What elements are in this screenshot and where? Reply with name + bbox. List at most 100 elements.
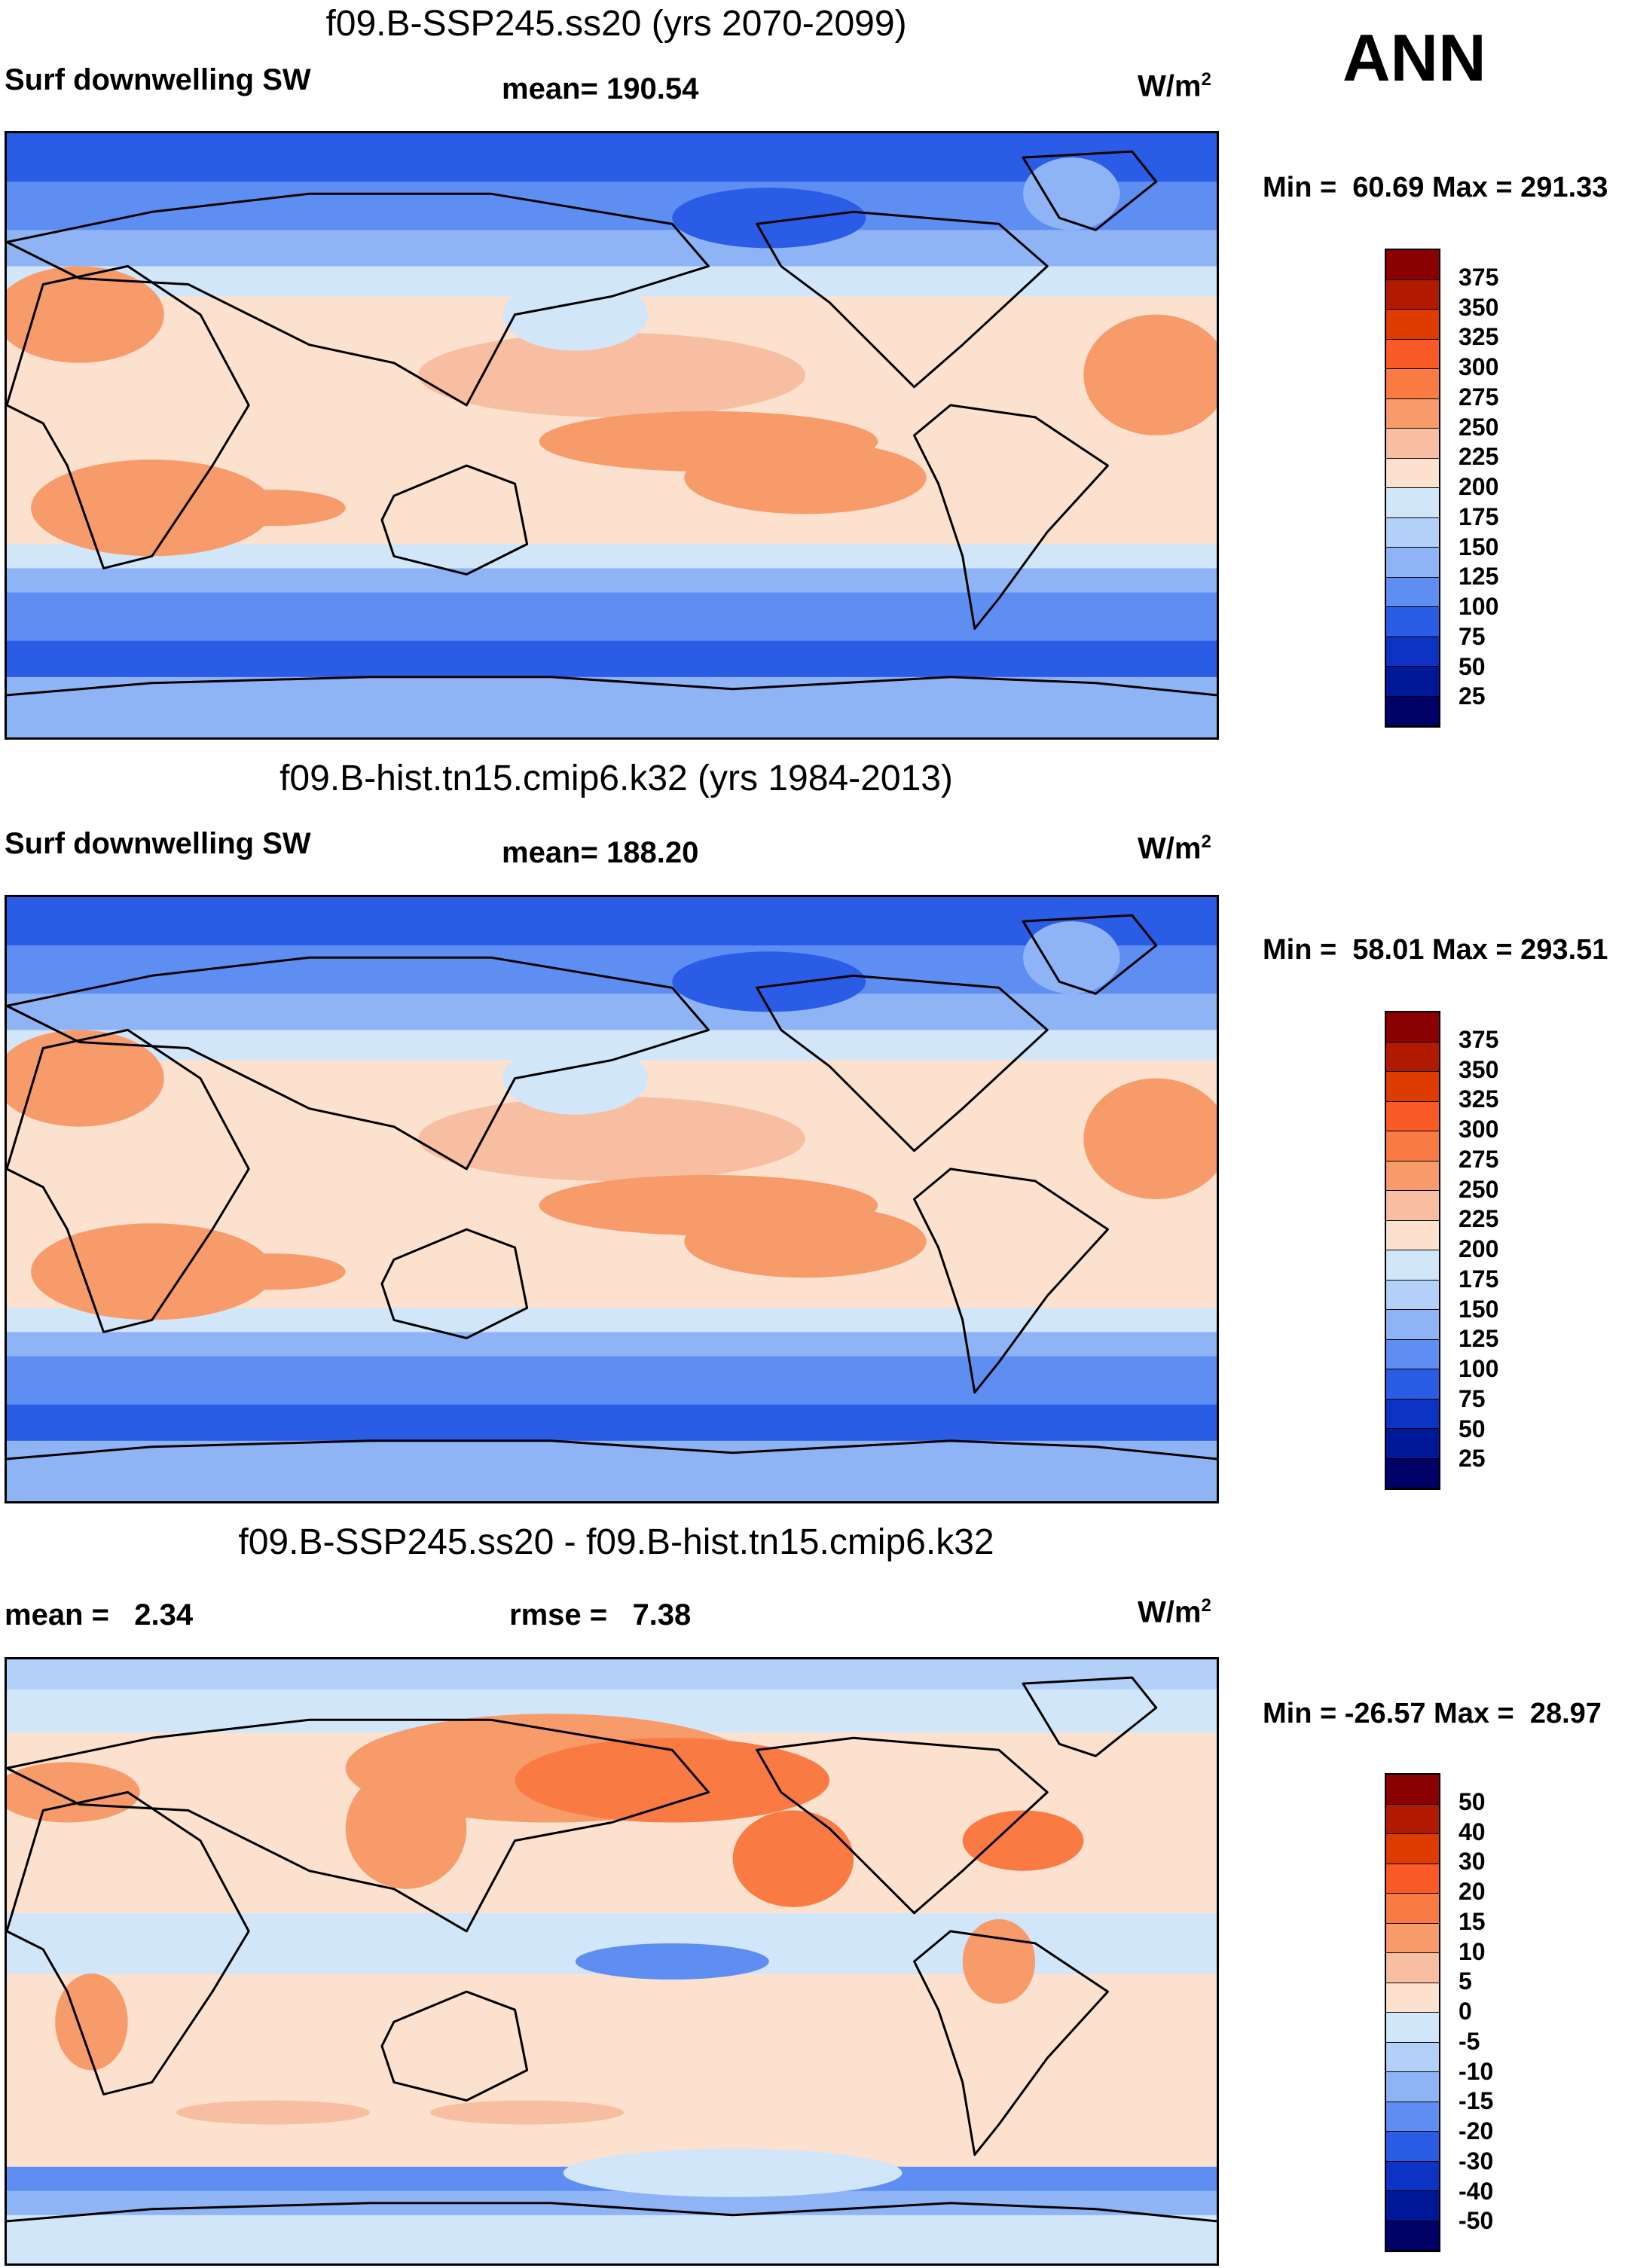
- map-field: [672, 951, 866, 1012]
- map-field: [1023, 921, 1120, 994]
- coastline: [756, 210, 1049, 389]
- colorbar-swatch: [1386, 1191, 1439, 1221]
- map-band: [7, 1356, 1217, 1406]
- colorbar-swatch: [1386, 577, 1439, 607]
- colorbar-tick-label: 5: [1459, 1967, 1472, 1995]
- colorbar-swatch: [1386, 1161, 1439, 1191]
- colorbar-tick-label: 150: [1459, 1295, 1499, 1323]
- panel-1-colorbar: [1385, 249, 1440, 728]
- colorbar-tick-label: 275: [1459, 383, 1499, 411]
- panel-2-colorbar-labels: 375 350 325 300 275 250 225 200 175 150 125 100 75 50…: [1459, 1011, 1549, 1490]
- panel-2-title: f09.B-hist.tn15.cmip6.k32 (yrs 1984-2013…: [279, 759, 953, 798]
- colorbar-swatch: [1386, 250, 1439, 280]
- coastline: [1022, 150, 1158, 231]
- panel-3-rmse-label: rmse = 7.38: [509, 1598, 692, 1632]
- panel-2-colorbar: [1385, 1011, 1440, 1490]
- panel-3-title: f09.B-SSP245.ss20 - f09.B-hist.tn15.cmip…: [238, 1522, 994, 1562]
- coastline: [7, 1718, 710, 1933]
- map-band: [7, 230, 1217, 267]
- colorbar-tick-label: 100: [1459, 1355, 1499, 1382]
- colorbar-swatch: [1386, 1042, 1439, 1072]
- map-band: [7, 2215, 1217, 2263]
- map-field: [672, 188, 866, 249]
- map-band: [7, 994, 1217, 1031]
- colorbar-swatch: [1386, 2072, 1439, 2102]
- colorbar-swatch: [1386, 429, 1439, 459]
- colorbar-tick-label: 50: [1459, 652, 1486, 680]
- colorbar-tick-label: 225: [1459, 1205, 1499, 1233]
- colorbar-tick-label: 250: [1459, 413, 1499, 441]
- map-field: [962, 1918, 1036, 2004]
- colorbar-swatch: [1386, 488, 1439, 518]
- map-field: [7, 1030, 164, 1127]
- colorbar-tick-label: 300: [1459, 353, 1499, 380]
- colorbar-swatch: [1386, 2132, 1439, 2162]
- colorbar-tick-label: -50: [1459, 2207, 1494, 2235]
- coastline: [7, 1439, 1217, 1461]
- colorbar-swatch: [1386, 1220, 1439, 1250]
- panel-1-mean-label: mean= 190.54: [502, 72, 699, 105]
- panel-3-colorbar: [1385, 1773, 1440, 2252]
- colorbar-swatch: [1386, 1131, 1439, 1161]
- map-band: [7, 640, 1217, 678]
- coastline: [380, 1228, 529, 1339]
- map-field: [684, 1205, 927, 1278]
- map-band: [7, 676, 1217, 737]
- colorbar-swatch: [1386, 1864, 1439, 1894]
- coastline: [1022, 1676, 1158, 1757]
- colorbar-swatch: [1386, 1775, 1439, 1805]
- map-field: [563, 2148, 903, 2197]
- map-field: [418, 332, 805, 417]
- colorbar-tick-label: 75: [1459, 1384, 1486, 1412]
- panel-3-minmax: Min = -26.57 Max = 28.97: [1263, 1698, 1602, 1729]
- colorbar-swatch: [1386, 636, 1439, 667]
- map-band: [7, 568, 1217, 594]
- colorbar-swatch: [1386, 1458, 1439, 1488]
- map-band: [7, 1440, 1217, 1501]
- map-field: [176, 2100, 370, 2125]
- map-field: [1023, 157, 1120, 230]
- colorbar-swatch: [1386, 696, 1439, 726]
- coastline: [7, 1790, 250, 2096]
- colorbar-swatch: [1386, 398, 1439, 429]
- colorbar-swatch: [1386, 2161, 1439, 2191]
- colorbar-swatch: [1386, 369, 1439, 399]
- map-field: [7, 1762, 140, 1823]
- colorbar-swatch: [1386, 2221, 1439, 2251]
- colorbar-tick-label: 325: [1459, 1085, 1499, 1113]
- colorbar-swatch: [1386, 339, 1439, 369]
- colorbar-swatch: [1386, 517, 1439, 548]
- map-field: [502, 278, 649, 351]
- colorbar-swatch: [1386, 1072, 1439, 1102]
- colorbar-tick-label: 275: [1459, 1145, 1499, 1173]
- map-field: [430, 2100, 625, 2125]
- panel-1-colorbar-labels: 375 350 325 300 275 250 225 200 175 150 125 100 75 50…: [1459, 249, 1549, 728]
- colorbar-swatch: [1386, 1250, 1439, 1281]
- colorbar-swatch: [1386, 1280, 1439, 1310]
- colorbar-swatch: [1386, 1834, 1439, 1864]
- coastline: [7, 1028, 250, 1333]
- coastline: [913, 1930, 1109, 2157]
- map-field: [7, 266, 164, 363]
- colorbar-tick-label: 325: [1459, 323, 1499, 351]
- panel-2-variable-label: Surf downwelling SW: [5, 827, 311, 860]
- coastline: [380, 1990, 529, 2102]
- colorbar-tick-label: 125: [1459, 563, 1499, 591]
- colorbar-tick-label: 175: [1459, 1265, 1499, 1293]
- coastline: [756, 1736, 1049, 1915]
- colorbar-tick-label: 175: [1459, 502, 1499, 530]
- map-field: [575, 1943, 769, 1980]
- map-band: [7, 1404, 1217, 1442]
- colorbar-tick-label: -20: [1459, 2117, 1494, 2144]
- panel-1-map: [5, 131, 1219, 740]
- colorbar-swatch: [1386, 1012, 1439, 1042]
- panel-3-mean-label: mean = 2.34: [5, 1598, 194, 1632]
- map-band: [7, 897, 1217, 947]
- map-field: [732, 1810, 854, 1907]
- colorbar-swatch: [1386, 1369, 1439, 1400]
- map-field: [418, 1096, 805, 1181]
- coastline: [913, 404, 1109, 630]
- map-field: [55, 1973, 128, 2071]
- map-field: [515, 1738, 830, 1823]
- colorbar-tick-label: 350: [1459, 293, 1499, 321]
